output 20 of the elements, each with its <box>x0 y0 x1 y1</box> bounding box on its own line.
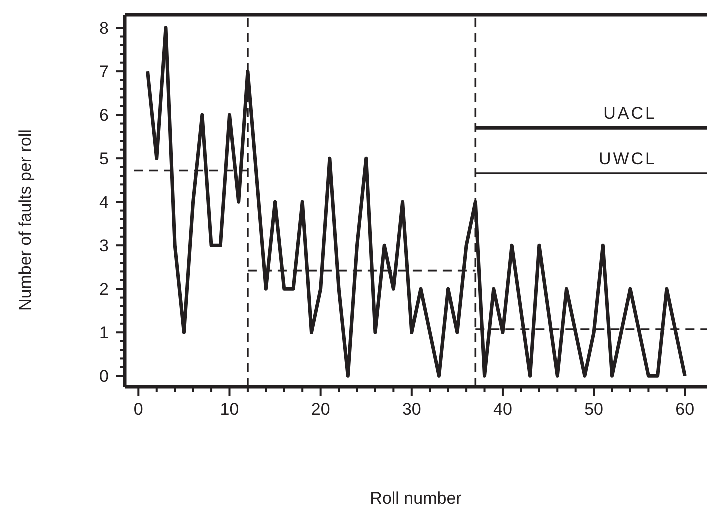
y-axis-title: Number of faults per roll <box>16 130 36 311</box>
y-tick-label: 3 <box>100 236 109 256</box>
series-label: UACL <box>604 104 657 124</box>
x-tick-label: 20 <box>311 400 330 419</box>
y-tick-label: 2 <box>100 280 109 300</box>
y-tick-label: 4 <box>100 193 109 212</box>
x-axis-title: Roll number <box>370 489 462 508</box>
series-label: UWCL <box>598 149 657 168</box>
y-tick-label: 6 <box>100 106 109 126</box>
y-tick-label: 7 <box>100 62 109 82</box>
y-tick-label: 5 <box>100 150 109 169</box>
x-tick-label: 50 <box>584 400 604 419</box>
y-tick-label: 0 <box>100 367 109 386</box>
x-tick-label: 40 <box>494 400 512 419</box>
y-tick-label: 8 <box>100 19 109 38</box>
x-tick-label: 60 <box>676 400 695 419</box>
x-tick-label: 0 <box>134 400 144 419</box>
x-tick-label: 10 <box>220 400 240 419</box>
y-tick-label: 1 <box>100 324 109 343</box>
x-tick-label: 30 <box>402 400 422 419</box>
